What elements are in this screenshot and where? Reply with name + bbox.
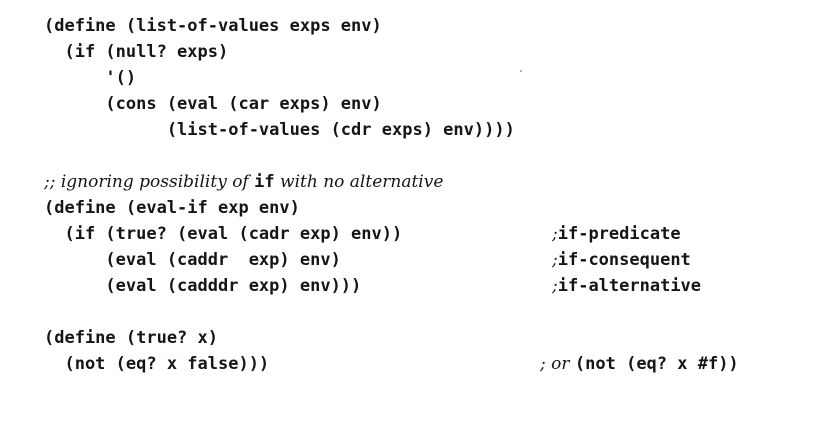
scan-speck: [520, 70, 522, 72]
comment-semicolon: ;: [552, 224, 558, 244]
eval-if-line-3: (eval (caddr exp) env): [44, 250, 341, 270]
list-of-values-line-3: '(): [44, 68, 137, 88]
if-alternative-comment: ;if-alternative: [552, 274, 701, 298]
list-of-values-line-4: (cons (eval (car exps) env): [44, 94, 382, 114]
comment-code: if-consequent: [557, 250, 691, 270]
eval-if-line-4: (eval (cadddr exp) env))): [44, 276, 362, 296]
comment-suffix: with no alternative: [274, 172, 444, 192]
comment-semicolon: ;: [552, 250, 558, 270]
eval-if-line-1: (define (eval-if exp env): [44, 198, 300, 218]
comment-or-prefix: ; or: [540, 354, 575, 374]
comment-code: if-alternative: [557, 276, 702, 296]
comment-semicolon: ;: [552, 276, 558, 296]
list-of-values-line-5: (list-of-values (cdr exps) env)))): [44, 120, 515, 140]
ignoring-possibility-comment: ;; ignoring possibility of if with no al…: [44, 170, 443, 194]
comment-keyword: if: [254, 172, 275, 192]
or-alternative-comment: ; or (not (eq? x #f)): [540, 352, 739, 376]
comment-code: (not (eq? x #f)): [574, 354, 739, 374]
list-of-values-line-2: (if (null? exps): [44, 42, 229, 62]
comment-prefix: ;; ignoring possibility of: [44, 172, 255, 192]
eval-if-line-2: (if (true? (eval (cadr exp) env)): [44, 224, 403, 244]
true-pred-line-1: (define (true? x): [44, 328, 218, 348]
if-predicate-comment: ;if-predicate: [552, 222, 681, 246]
list-of-values-line-1: (define (list-of-values exps env): [44, 16, 382, 36]
true-pred-line-2: (not (eq? x false))): [44, 354, 270, 374]
comment-code: if-predicate: [557, 224, 681, 244]
if-consequent-comment: ;if-consequent: [552, 248, 691, 272]
